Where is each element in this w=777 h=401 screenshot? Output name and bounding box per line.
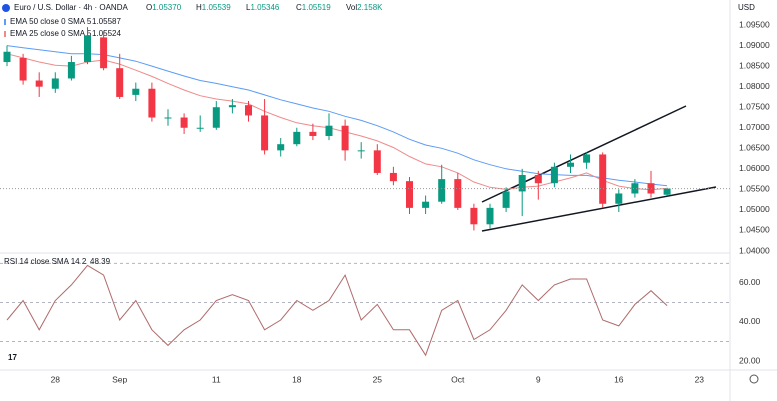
candle-body — [406, 181, 413, 208]
y-tick-label: 1.08000 — [739, 81, 770, 91]
candle-body — [518, 175, 526, 192]
y-tick-label: 1.09500 — [739, 19, 770, 29]
rsi-tick-label: 60.00 — [739, 277, 761, 287]
x-tick-label: 18 — [292, 374, 302, 384]
ohlc-item: C1.05519 — [296, 3, 331, 12]
candle-body — [67, 62, 75, 79]
candle-body — [196, 127, 204, 129]
x-tick-label: Sep — [112, 374, 127, 384]
y-tick-label: 1.06500 — [739, 143, 770, 153]
y-tick-label: 1.08500 — [739, 60, 770, 70]
x-tick-label: 25 — [373, 374, 383, 384]
legend-value: 1.05524 — [92, 29, 121, 38]
candle-body — [293, 131, 301, 145]
legend-name: EMA 25 close 0 SMA 5 — [10, 29, 92, 38]
y-tick-label: 1.04500 — [739, 225, 770, 235]
candle-body — [148, 88, 156, 118]
candle-body — [357, 150, 365, 152]
candle-body — [164, 117, 172, 119]
candle-body — [438, 179, 446, 202]
candle-body — [583, 154, 591, 163]
candle-body — [228, 105, 236, 108]
x-tick-label: 28 — [51, 374, 61, 384]
ohlc-label: H — [196, 3, 202, 12]
x-tick-label: 16 — [614, 374, 624, 384]
ohlc-label: O — [146, 3, 152, 12]
candle-body — [599, 154, 607, 204]
y-tick-label: 1.05500 — [739, 184, 770, 194]
candle-body — [454, 179, 462, 208]
trendline-lower — [481, 186, 717, 232]
y-tick-label: 1.07500 — [739, 101, 770, 111]
x-tick-label: 11 — [212, 374, 221, 384]
candle-body — [180, 117, 188, 128]
candle-body — [615, 193, 623, 204]
candle-body — [534, 175, 542, 184]
candle-body — [51, 78, 59, 89]
x-tick-label: 23 — [695, 374, 705, 384]
candle-body — [277, 144, 285, 151]
y-tick-label: 1.06000 — [739, 163, 770, 173]
legend-name: EMA 50 close 0 SMA 5 — [10, 17, 92, 26]
x-tick-label: Oct — [451, 374, 465, 384]
ohlc-value: 1.05539 — [202, 3, 231, 12]
ohlc-label: Vol — [346, 3, 357, 12]
candle-body — [502, 191, 510, 208]
rsi-legend-name: RSI 14 close SMA 14 2 — [4, 257, 87, 266]
candle-body — [373, 150, 381, 173]
ohlc-item: L1.05346 — [246, 3, 280, 12]
y-tick-label: 1.05000 — [739, 204, 770, 214]
x-tick-label: 9 — [536, 374, 541, 384]
candle-body — [631, 183, 639, 194]
trendline-upper — [481, 105, 687, 203]
tv-logo[interactable]: 17 — [8, 353, 17, 362]
ohlc-item: O1.05370 — [146, 3, 182, 12]
ohlc-item: Vol2.158K — [346, 3, 383, 12]
candle-body — [567, 162, 574, 167]
candle-body — [422, 201, 430, 208]
candle-body — [132, 88, 140, 95]
settings-icon[interactable] — [749, 374, 759, 384]
ohlc-value: 2.158K — [357, 3, 383, 12]
ohlc-value: 1.05346 — [250, 3, 279, 12]
candle-body — [19, 57, 27, 81]
candle-body — [309, 131, 317, 136]
y-tick-label: 1.04000 — [739, 245, 770, 255]
symbol-icon — [2, 4, 10, 12]
legend-value: 1.05587 — [92, 17, 121, 26]
ohlc-label: C — [296, 3, 302, 12]
ohlc-item: H1.05539 — [196, 3, 231, 12]
candle-body — [341, 125, 349, 151]
ohlc-label: L — [246, 3, 251, 12]
chart-title: Euro / U.S. Dollar · 4h · OANDA — [14, 3, 128, 12]
candle-body — [325, 125, 333, 136]
ohlc-value: 1.05519 — [302, 3, 331, 12]
rsi-tick-label: 40.00 — [739, 316, 761, 326]
candle-body — [261, 115, 269, 151]
rsi-line — [6, 264, 668, 357]
candle-body — [100, 37, 108, 69]
candle-body — [550, 166, 558, 184]
rsi-legend-value: 48.39 — [90, 257, 111, 266]
candle-body — [486, 207, 494, 225]
currency: USD — [738, 3, 755, 12]
candle-body — [389, 172, 397, 182]
rsi-tick-label: 20.00 — [739, 355, 761, 365]
y-tick-label: 1.09000 — [739, 40, 770, 50]
y-tick-label: 1.07000 — [739, 122, 770, 132]
candle-body — [84, 35, 91, 63]
ohlc-value: 1.05370 — [152, 3, 181, 12]
candle-body — [3, 51, 11, 63]
candle-body — [470, 207, 478, 225]
candle-body — [663, 188, 671, 195]
candle-body — [212, 107, 220, 128]
candle-body — [116, 68, 124, 97]
candle-body — [35, 80, 43, 87]
candle-body — [245, 105, 252, 116]
